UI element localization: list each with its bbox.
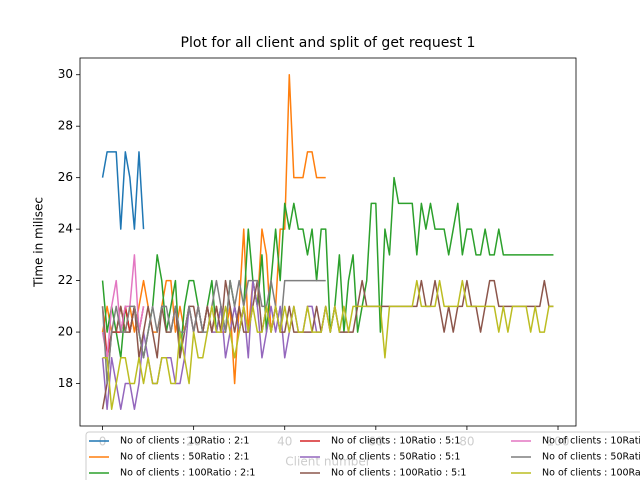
series-line: [101, 254, 145, 359]
axes-frame: [79, 57, 577, 427]
y-tick-label: 26: [58, 170, 73, 184]
legend-label: No of clients : 10Ratio : 5:1: [331, 436, 460, 447]
series-line: [102, 279, 554, 411]
legend-label: No of clients : 10Ratio : 2:1: [120, 436, 249, 447]
y-axis-label: Time in milisec: [32, 197, 46, 288]
legend-label: No of clients : 50Ratio : 5:1: [331, 452, 460, 463]
legend: No of clients : 10Ratio : 2:1 No of clien…: [85, 431, 640, 480]
y-tick-label: 22: [58, 273, 73, 287]
series-line: [101, 279, 554, 410]
legend-label: No of clients : 50Ratio : 10:1: [542, 452, 640, 463]
y-tick-label: 30: [58, 67, 73, 81]
series-line: [101, 279, 326, 385]
series-line: [101, 151, 145, 230]
legend-label: No of clients : 10Ratio : 10:1: [542, 436, 640, 447]
plot-area: 18202224262830020406080100: [58, 57, 577, 449]
legend-label: No of clients : 100Ratio : 5:1: [331, 468, 466, 479]
y-tick-label: 18: [58, 376, 73, 390]
y-tick-label: 20: [58, 325, 73, 339]
series-line: [101, 279, 327, 411]
legend-label: No of clients : 100Ratio : 10:1: [542, 468, 640, 479]
legend-label: No of clients : 100Ratio : 2:1: [120, 468, 255, 479]
chart-title: Plot for all client and split of get req…: [181, 35, 476, 51]
y-tick-label: 28: [58, 119, 73, 133]
y-tick-label: 24: [58, 222, 73, 236]
legend-label: No of clients : 50Ratio : 2:1: [120, 452, 249, 463]
legend-box: [85, 431, 640, 480]
series-line: [101, 73, 326, 385]
